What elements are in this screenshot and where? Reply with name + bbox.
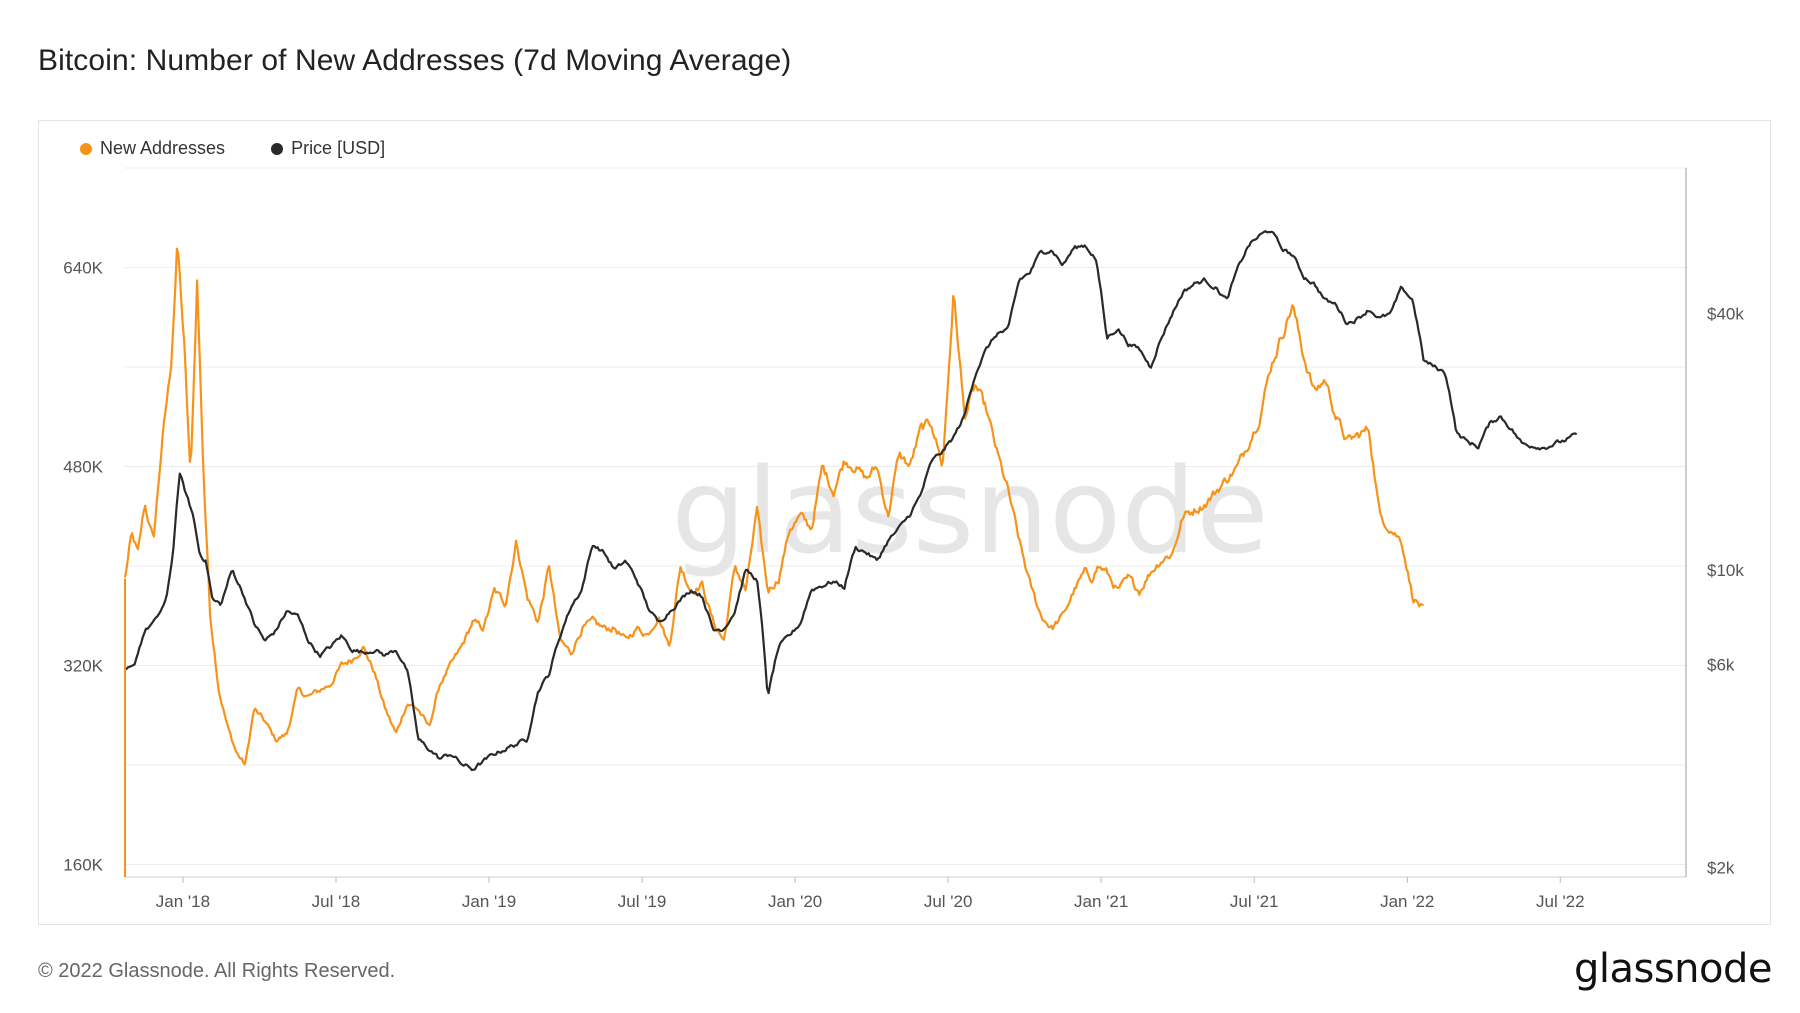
copyright-footer: © 2022 Glassnode. All Rights Reserved.: [38, 960, 396, 982]
series-line-price: [124, 230, 1578, 772]
series-line-new-addresses: [123, 247, 1424, 766]
right-axis: $2k $6k $10k $40k: [1707, 305, 1744, 878]
legend-dot-price: [271, 142, 284, 155]
left-axis-tick-label: 640K: [63, 259, 103, 278]
legend-label-new-addresses: New Addresses: [100, 138, 226, 158]
chart-frame: [38, 120, 1771, 925]
left-axis-tick-label: 480K: [63, 458, 103, 477]
x-axis-tick-label: Jan '19: [462, 892, 516, 911]
x-axis-tick-label: Jan '21: [1074, 892, 1128, 911]
left-axis: 160K 320K 480K 640K: [63, 259, 103, 875]
left-axis-tick-label: 320K: [63, 657, 103, 676]
right-axis-tick-label: $40k: [1707, 305, 1744, 324]
chart-title: Bitcoin: Number of New Addresses (7d Mov…: [38, 44, 792, 77]
grid-lines: [125, 167, 1687, 878]
left-axis-tick-label: 160K: [63, 856, 103, 875]
watermark: glassnode: [671, 442, 1268, 580]
x-axis-tick-label: Jul '19: [618, 892, 667, 911]
legend: New Addresses Price [USD]: [80, 138, 385, 159]
x-axis: Jan '18 Jul '18 Jan '19 Jul '19 Jan '20 Jul '…: [156, 877, 1585, 911]
x-axis-tick-label: Jul '21: [1230, 892, 1279, 911]
x-axis-tick-label: Jul '18: [312, 892, 361, 911]
legend-dot-new-addresses: [80, 142, 92, 155]
right-axis-tick-label: $2k: [1707, 859, 1735, 878]
legend-label-price: Price [USD]: [291, 138, 386, 158]
legend-item-new-addresses[interactable]: New Addresses: [80, 138, 225, 159]
right-axis-tick-label: $10k: [1707, 561, 1744, 580]
brand-logo[interactable]: glassnode: [1573, 946, 1773, 992]
x-axis-tick-label: Jul '22: [1536, 892, 1585, 911]
x-axis-tick-label: Jul '20: [924, 892, 973, 911]
x-axis-tick-label: Jan '20: [768, 892, 822, 911]
x-axis-tick-label: Jan '18: [156, 892, 210, 911]
series-group: [123, 230, 1578, 877]
legend-item-price[interactable]: Price [USD]: [271, 138, 385, 159]
x-axis-tick-label: Jan '22: [1380, 892, 1434, 911]
right-axis-tick-label: $6k: [1707, 655, 1735, 674]
